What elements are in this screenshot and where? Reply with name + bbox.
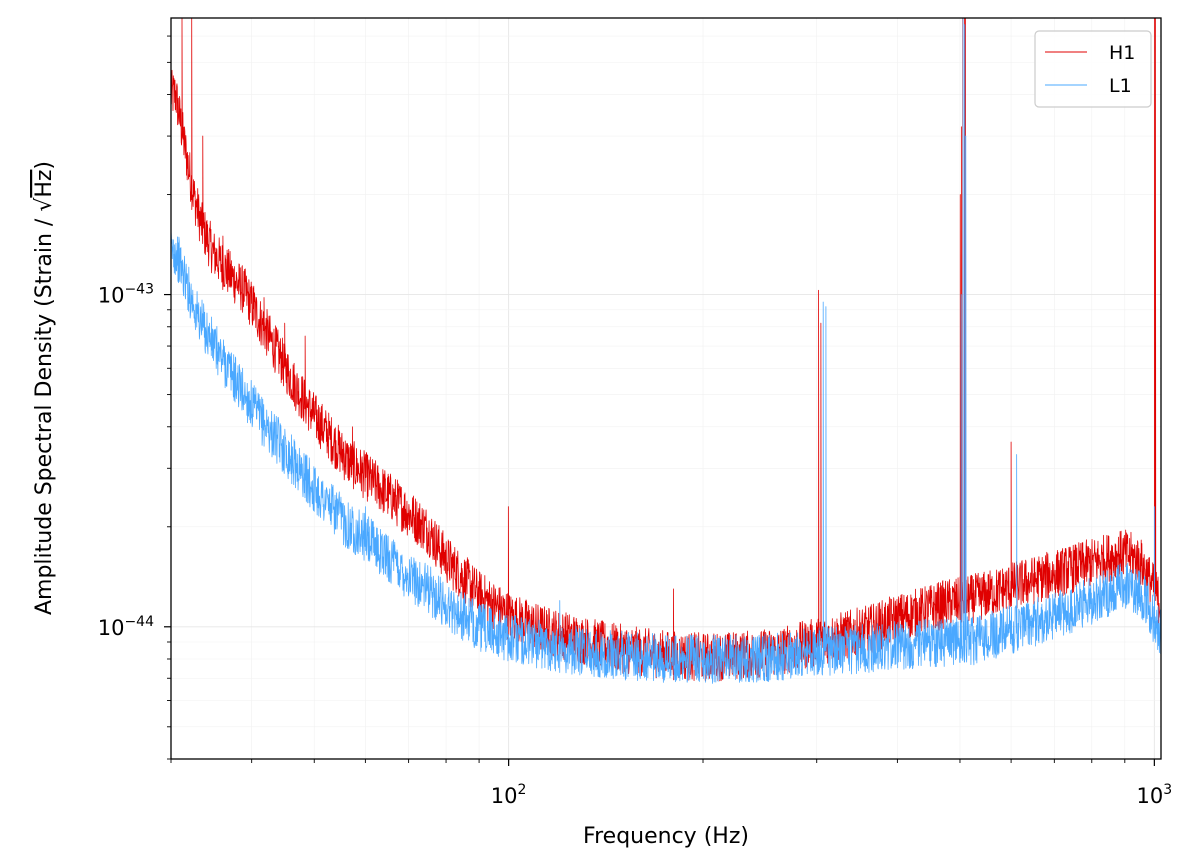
series-layer: [171, 18, 1161, 684]
y-axis-label-main: Amplitude Spectral Density (Strain / √: [32, 197, 57, 615]
svg-text:Amplitude Spectral Density (St: Amplitude Spectral Density (Strain / √Hz…: [32, 161, 57, 615]
y-axis-label-close: ): [32, 161, 57, 170]
ticks: 102 103 10−44 10−43: [98, 35, 1173, 808]
series-l1-line: [171, 18, 1161, 684]
y-tick-label: 10−44: [98, 614, 154, 640]
x-tick-label: 102: [491, 782, 527, 808]
y-axis-label: Amplitude Spectral Density (Strain / √Hz…: [32, 161, 57, 615]
legend-box: [1034, 30, 1152, 108]
legend: H1 L1: [1034, 30, 1152, 108]
x-axis-label: Frequency (Hz): [583, 824, 749, 849]
y-axis-label-sqrt: Hz: [32, 170, 57, 198]
legend-label-l1: L1: [1109, 75, 1132, 97]
legend-label-h1: H1: [1109, 42, 1135, 64]
x-tick-label: 103: [1137, 782, 1173, 808]
plot-frame: [170, 17, 1162, 760]
y-tick-label: 10−43: [98, 282, 154, 308]
